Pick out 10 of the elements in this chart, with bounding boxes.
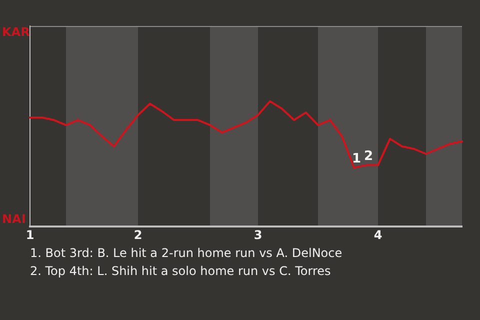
text: KAR — [2, 25, 30, 39]
text: 1. Bot 3rd: B. Le hit a 2-run home run vs A. DelNoce — [30, 245, 342, 262]
annotation: 2 — [364, 149, 374, 164]
x-tick-label: 1 — [26, 228, 34, 242]
x-tick-label: 2 — [134, 228, 142, 242]
x-tick-label: 3 — [254, 228, 262, 242]
text: 2. Top 4th: L. Shih hit a solo home run vs C. Torres — [30, 263, 332, 280]
x-tick-label: 4 — [374, 228, 382, 242]
text: NAI — [2, 212, 26, 226]
annotation: 1 — [352, 152, 362, 167]
